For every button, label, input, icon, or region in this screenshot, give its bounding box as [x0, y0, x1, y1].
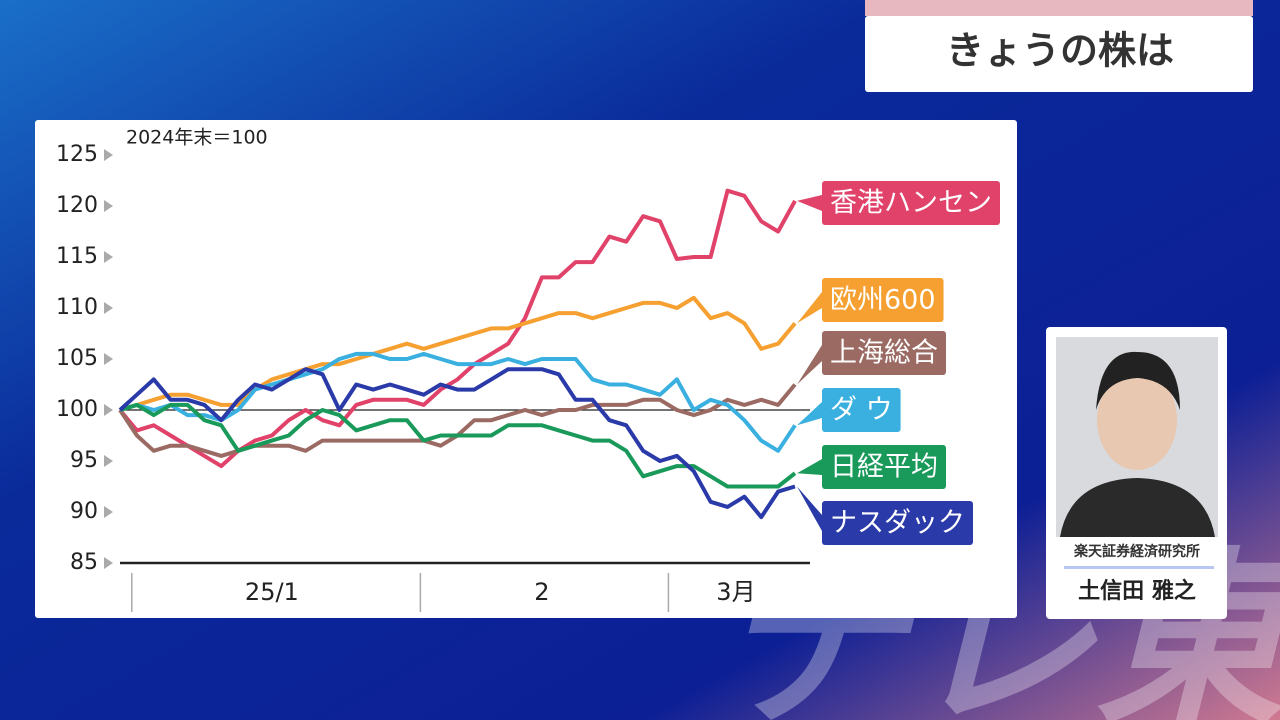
- organization: 楽天証券経済研究所: [1073, 543, 1200, 560]
- series-label-pointer: [797, 402, 822, 426]
- x-tick-label: 2: [534, 578, 549, 606]
- legend-label: ナスダック: [830, 508, 965, 539]
- y-tick-label: 115: [56, 244, 98, 269]
- series-label-pointer: [797, 459, 822, 475]
- chart-subtitle: 2024年末＝100: [126, 127, 268, 149]
- series-label-pointer: [797, 195, 822, 211]
- x-tick-label: 25/1: [245, 578, 299, 606]
- series-label-box: [822, 181, 1000, 225]
- y-tick-mark: [104, 251, 113, 263]
- legend-label: 香港ハンセン: [830, 188, 992, 219]
- y-tick-label: 120: [56, 193, 98, 218]
- series-line: [118, 188, 797, 469]
- y-tick-label: 100: [56, 397, 98, 422]
- y-tick-mark: [104, 404, 113, 416]
- y-tick-label: 125: [56, 142, 98, 167]
- series-label-box: [822, 388, 901, 432]
- series-label-pointer: [797, 292, 822, 324]
- title: きょうの株は: [946, 29, 1174, 73]
- legend-label: 上海総合: [830, 338, 938, 369]
- series-label-box: [822, 445, 946, 489]
- series-line: [118, 367, 796, 520]
- title-box: [865, 16, 1253, 92]
- y-tick-mark: [104, 200, 113, 212]
- series-label-box: [822, 278, 944, 322]
- series-label-box: [822, 331, 946, 375]
- y-tick-mark: [104, 455, 113, 467]
- y-tick-mark: [104, 302, 113, 314]
- x-tick-label: 3月: [716, 578, 755, 606]
- divider: [1064, 566, 1214, 569]
- series-label-box: [822, 501, 973, 545]
- title-bar-top: [865, 0, 1253, 16]
- y-tick-label: 90: [70, 499, 98, 524]
- y-tick-mark: [104, 149, 113, 161]
- photo-hair: [1096, 351, 1180, 410]
- y-tick-label: 105: [56, 346, 98, 371]
- legend-label: 日経平均: [830, 452, 938, 483]
- y-tick-mark: [104, 506, 113, 518]
- y-tick-label: 85: [70, 550, 98, 575]
- y-tick-label: 110: [56, 295, 98, 320]
- legend-label: 欧州600: [830, 285, 936, 316]
- photo-suit: [1060, 478, 1215, 537]
- legend-label: ダ ウ: [830, 395, 893, 426]
- y-tick-mark: [104, 353, 113, 365]
- y-tick-label: 95: [70, 448, 98, 473]
- y-tick-mark: [104, 557, 113, 569]
- series-label-pointer: [797, 486, 822, 531]
- photo-face: [1097, 370, 1177, 470]
- series-label-pointer: [797, 345, 822, 385]
- commentator-name: 土信田 雅之: [1078, 578, 1196, 604]
- series-line: [119, 351, 797, 453]
- series-line: [119, 402, 797, 489]
